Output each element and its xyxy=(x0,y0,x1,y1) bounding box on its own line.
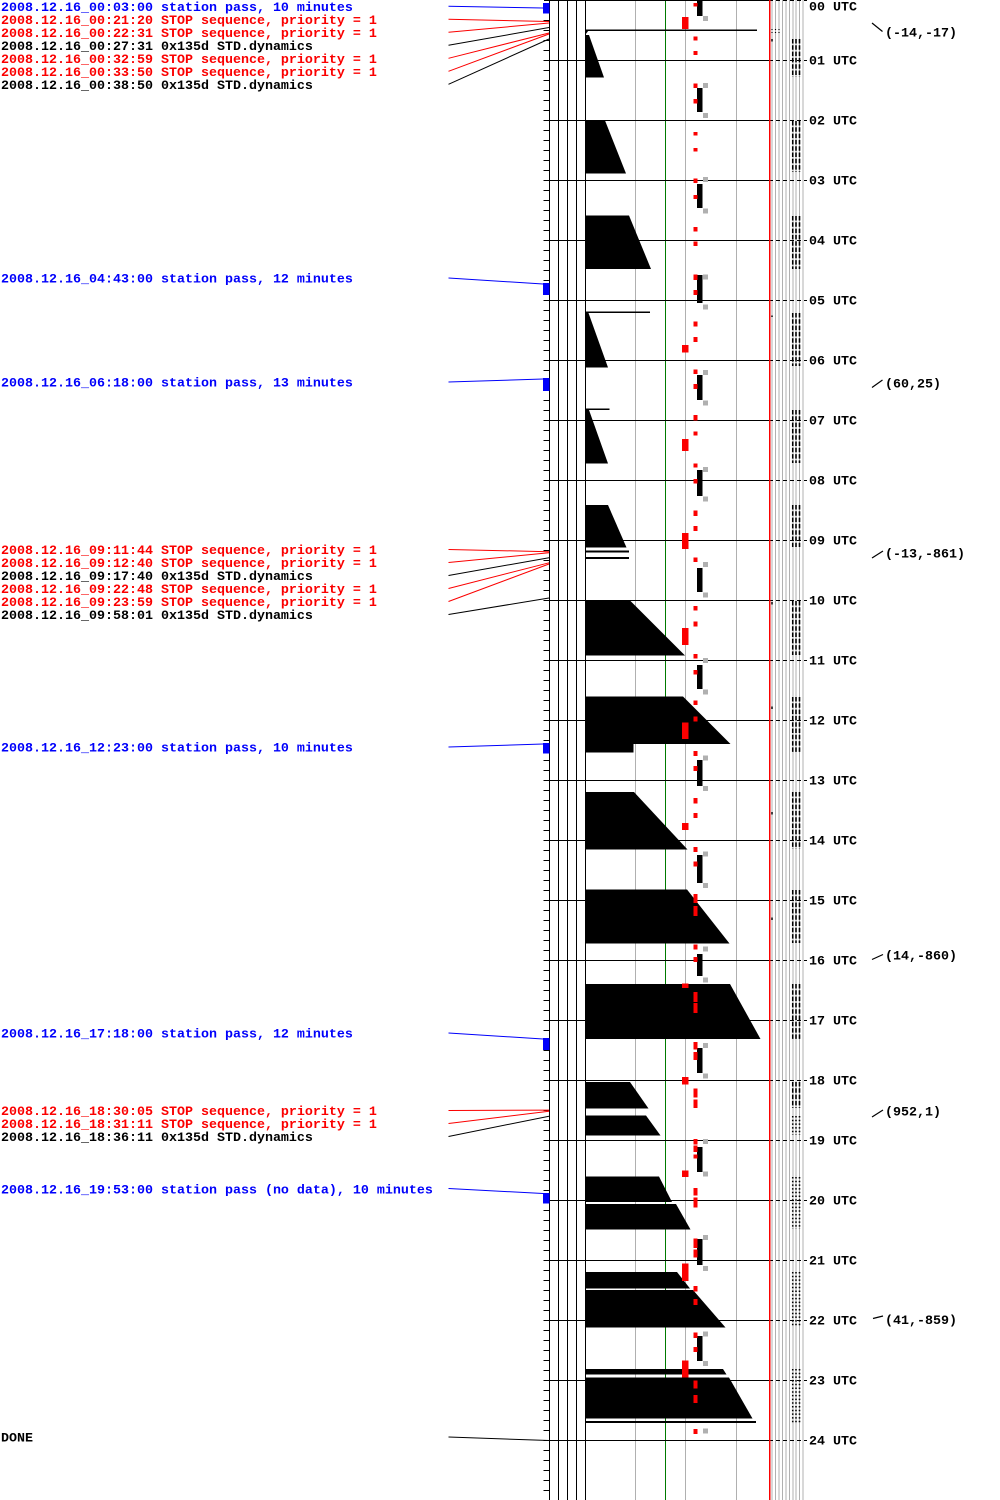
svg-text:(60,25): (60,25) xyxy=(885,378,941,393)
svg-text:(41,-859): (41,-859) xyxy=(885,1314,957,1329)
svg-text:2008.12.16_00:03:00 station pa: 2008.12.16_00:03:00 station pass, 10 min… xyxy=(1,1,353,16)
svg-text:2008.12.16_09:23:59 STOP seque: 2008.12.16_09:23:59 STOP sequence, prior… xyxy=(1,596,377,611)
svg-text:06 UTC: 06 UTC xyxy=(809,355,857,370)
svg-text:(14,-860): (14,-860) xyxy=(885,950,957,965)
svg-text:2008.12.16_09:22:48 STOP seque: 2008.12.16_09:22:48 STOP sequence, prior… xyxy=(1,583,377,598)
svg-text:2008.12.16_09:11:44 STOP seque: 2008.12.16_09:11:44 STOP sequence, prior… xyxy=(1,544,377,559)
svg-text:2008.12.16_12:23:00 station pa: 2008.12.16_12:23:00 station pass, 10 min… xyxy=(1,742,353,757)
svg-text:05 UTC: 05 UTC xyxy=(809,295,857,310)
svg-text:01 UTC: 01 UTC xyxy=(809,55,857,70)
svg-text:22 UTC: 22 UTC xyxy=(809,1315,857,1330)
svg-text:2008.12.16_00:38:50 0x135d STD: 2008.12.16_00:38:50 0x135d STD.dynamics xyxy=(1,79,313,94)
svg-text:02 UTC: 02 UTC xyxy=(809,115,857,130)
svg-text:04 UTC: 04 UTC xyxy=(809,235,857,250)
svg-text:03 UTC: 03 UTC xyxy=(809,175,857,190)
svg-text:13 UTC: 13 UTC xyxy=(809,775,857,790)
svg-text:(-14,-17): (-14,-17) xyxy=(885,26,957,41)
svg-text:20 UTC: 20 UTC xyxy=(809,1195,857,1210)
svg-text:(-13,-861): (-13,-861) xyxy=(885,548,965,563)
svg-text:16 UTC: 16 UTC xyxy=(809,955,857,970)
svg-text:DONE: DONE xyxy=(1,1432,33,1447)
svg-text:19 UTC: 19 UTC xyxy=(809,1135,857,1150)
svg-text:08 UTC: 08 UTC xyxy=(809,475,857,490)
svg-text:2008.12.16_09:12:40 STOP seque: 2008.12.16_09:12:40 STOP sequence, prior… xyxy=(1,557,377,572)
svg-text:00 UTC: 00 UTC xyxy=(809,1,857,16)
svg-text:21 UTC: 21 UTC xyxy=(809,1255,857,1270)
svg-text:2008.12.16_18:36:11 0x135d STD: 2008.12.16_18:36:11 0x135d STD.dynamics xyxy=(1,1131,313,1146)
svg-text:2008.12.16_00:33:50 STOP seque: 2008.12.16_00:33:50 STOP sequence, prior… xyxy=(1,66,377,81)
svg-text:12 UTC: 12 UTC xyxy=(809,715,857,730)
svg-text:18 UTC: 18 UTC xyxy=(809,1075,857,1090)
svg-text:23 UTC: 23 UTC xyxy=(809,1375,857,1390)
svg-text:2008.12.16_09:58:01 0x135d STD: 2008.12.16_09:58:01 0x135d STD.dynamics xyxy=(1,609,313,624)
svg-text:2008.12.16_06:18:00 station pa: 2008.12.16_06:18:00 station pass, 13 min… xyxy=(1,377,353,392)
svg-text:2008.12.16_00:32:59 STOP seque: 2008.12.16_00:32:59 STOP sequence, prior… xyxy=(1,53,377,68)
svg-text:10 UTC: 10 UTC xyxy=(809,595,857,610)
svg-text:15 UTC: 15 UTC xyxy=(809,895,857,910)
svg-text:2008.12.16_18:31:11 STOP seque: 2008.12.16_18:31:11 STOP sequence, prior… xyxy=(1,1118,377,1133)
svg-text:2008.12.16_18:30:05 STOP seque: 2008.12.16_18:30:05 STOP sequence, prior… xyxy=(1,1105,377,1120)
svg-text:2008.12.16_17:18:00 station pa: 2008.12.16_17:18:00 station pass, 12 min… xyxy=(1,1028,353,1043)
svg-text:2008.12.16_09:17:40 0x135d STD: 2008.12.16_09:17:40 0x135d STD.dynamics xyxy=(1,570,313,585)
svg-text:2008.12.16_00:22:31 STOP seque: 2008.12.16_00:22:31 STOP sequence, prior… xyxy=(1,27,377,42)
svg-text:24 UTC: 24 UTC xyxy=(809,1435,857,1450)
svg-text:(952,1): (952,1) xyxy=(885,1106,941,1121)
svg-text:2008.12.16_19:53:00 station pa: 2008.12.16_19:53:00 station pass (no dat… xyxy=(1,1184,433,1199)
svg-text:07 UTC: 07 UTC xyxy=(809,415,857,430)
svg-text:2008.12.16_00:27:31 0x135d STD: 2008.12.16_00:27:31 0x135d STD.dynamics xyxy=(1,40,313,55)
svg-text:11 UTC: 11 UTC xyxy=(809,655,857,670)
svg-text:2008.12.16_04:43:00 station pa: 2008.12.16_04:43:00 station pass, 12 min… xyxy=(1,273,353,288)
svg-text:09 UTC: 09 UTC xyxy=(809,535,857,550)
svg-text:2008.12.16_00:21:20 STOP seque: 2008.12.16_00:21:20 STOP sequence, prior… xyxy=(1,14,377,29)
svg-text:17 UTC: 17 UTC xyxy=(809,1015,857,1030)
svg-text:14 UTC: 14 UTC xyxy=(809,835,857,850)
